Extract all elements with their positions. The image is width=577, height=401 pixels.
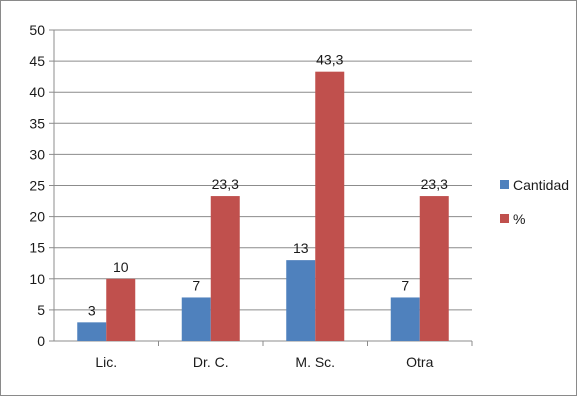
x-category-label: M. Sc. xyxy=(295,354,335,370)
bar xyxy=(77,322,107,341)
bar xyxy=(106,278,136,341)
y-tick-label: 30 xyxy=(29,146,45,162)
bar xyxy=(286,260,316,341)
bar xyxy=(419,196,449,341)
legend-label: % xyxy=(513,211,525,227)
y-tick-label: 50 xyxy=(29,22,45,38)
bar xyxy=(315,71,345,341)
x-category-label: Lic. xyxy=(95,354,117,370)
y-tick-label: 10 xyxy=(29,271,45,287)
y-tick-label: 5 xyxy=(37,302,45,318)
data-label: 23,3 xyxy=(212,176,239,192)
y-tick-label: 20 xyxy=(29,209,45,225)
legend: Cantidad% xyxy=(500,177,569,227)
data-label: 7 xyxy=(192,277,200,293)
data-labels: 3 10 7 23,3 13 43,3 7 23,3 xyxy=(88,52,448,319)
bars xyxy=(77,71,449,341)
x-category-label: Dr. C. xyxy=(193,354,229,370)
legend-label: Cantidad xyxy=(513,177,569,193)
data-label: 43,3 xyxy=(316,52,343,68)
bar xyxy=(210,196,240,341)
y-tick-label: 0 xyxy=(37,333,45,349)
bar xyxy=(390,297,420,341)
data-label: 13 xyxy=(293,240,309,256)
y-tick-label: 25 xyxy=(29,178,45,194)
legend-swatch xyxy=(500,214,509,223)
y-tick-label: 40 xyxy=(29,84,45,100)
data-label: 7 xyxy=(401,277,409,293)
data-label: 3 xyxy=(88,302,96,318)
y-tick-label: 15 xyxy=(29,240,45,256)
axes: 0 5 10 15 20 25 30 35 40 45 50 Lic. Dr. C. M. Sc. Otra xyxy=(29,22,473,370)
x-category-label: Otra xyxy=(406,354,433,370)
data-label: 23,3 xyxy=(421,176,448,192)
y-tick-label: 35 xyxy=(29,115,45,131)
bar xyxy=(181,297,211,341)
data-label: 10 xyxy=(113,259,129,275)
y-tick-label: 45 xyxy=(29,53,45,69)
legend-swatch xyxy=(500,180,509,189)
